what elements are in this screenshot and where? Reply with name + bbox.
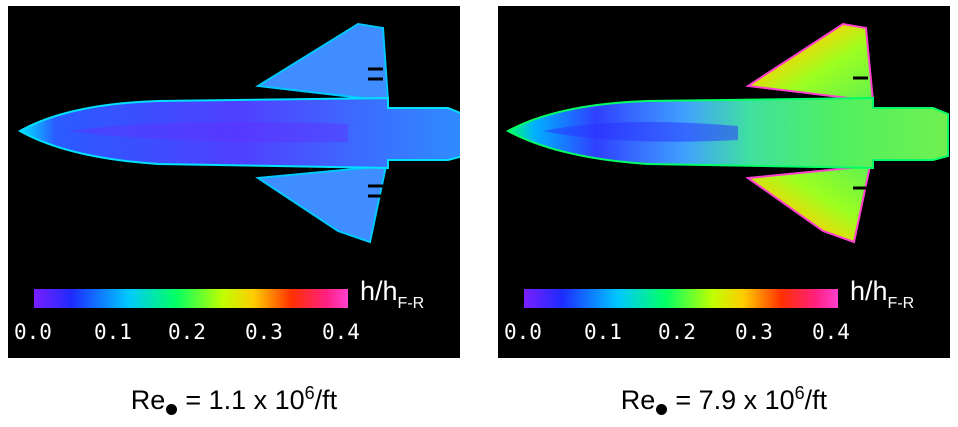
colorbar-left <box>34 289 348 308</box>
tick-label: 0.3 <box>735 320 773 344</box>
colorbar-right <box>524 289 838 308</box>
tick-label: 0.1 <box>584 320 622 344</box>
tick-label: 0.2 <box>658 320 696 344</box>
tick-label: 0.4 <box>812 320 850 344</box>
colorbar-label-left: h/hF-R <box>360 276 425 312</box>
upper-wing-right <box>745 22 875 103</box>
lower-wing-left <box>255 164 388 244</box>
lower-wing-right <box>745 164 872 244</box>
heat-transfer-image-left: h/hF-R 0.0 0.1 0.2 0.3 0.4 <box>8 6 460 358</box>
tick-label: 0.0 <box>14 320 52 344</box>
fin-marks-left <box>368 67 383 198</box>
colorbar-label-right: h/hF-R <box>850 276 915 312</box>
tick-label: 0.0 <box>504 320 542 344</box>
fin-marks-right <box>853 76 868 190</box>
subscript-dot <box>656 404 668 415</box>
tick-label: 0.1 <box>94 320 132 344</box>
caption-right: Re = 7.9 x 106/ft <box>620 383 828 415</box>
tick-label: 0.4 <box>322 320 360 344</box>
caption-left: Re = 1.1 x 106/ft <box>130 383 338 415</box>
subscript-dot <box>166 404 178 415</box>
tick-label: 0.3 <box>245 320 283 344</box>
tick-label: 0.2 <box>168 320 206 344</box>
heat-transfer-image-right: h/hF-R 0.0 0.1 0.2 0.3 0.4 <box>498 6 950 358</box>
vehicle-heating-map-right <box>505 22 949 244</box>
vehicle-heating-map-left <box>17 22 460 244</box>
fuselage-left <box>17 96 460 170</box>
upper-wing-left <box>255 22 390 103</box>
